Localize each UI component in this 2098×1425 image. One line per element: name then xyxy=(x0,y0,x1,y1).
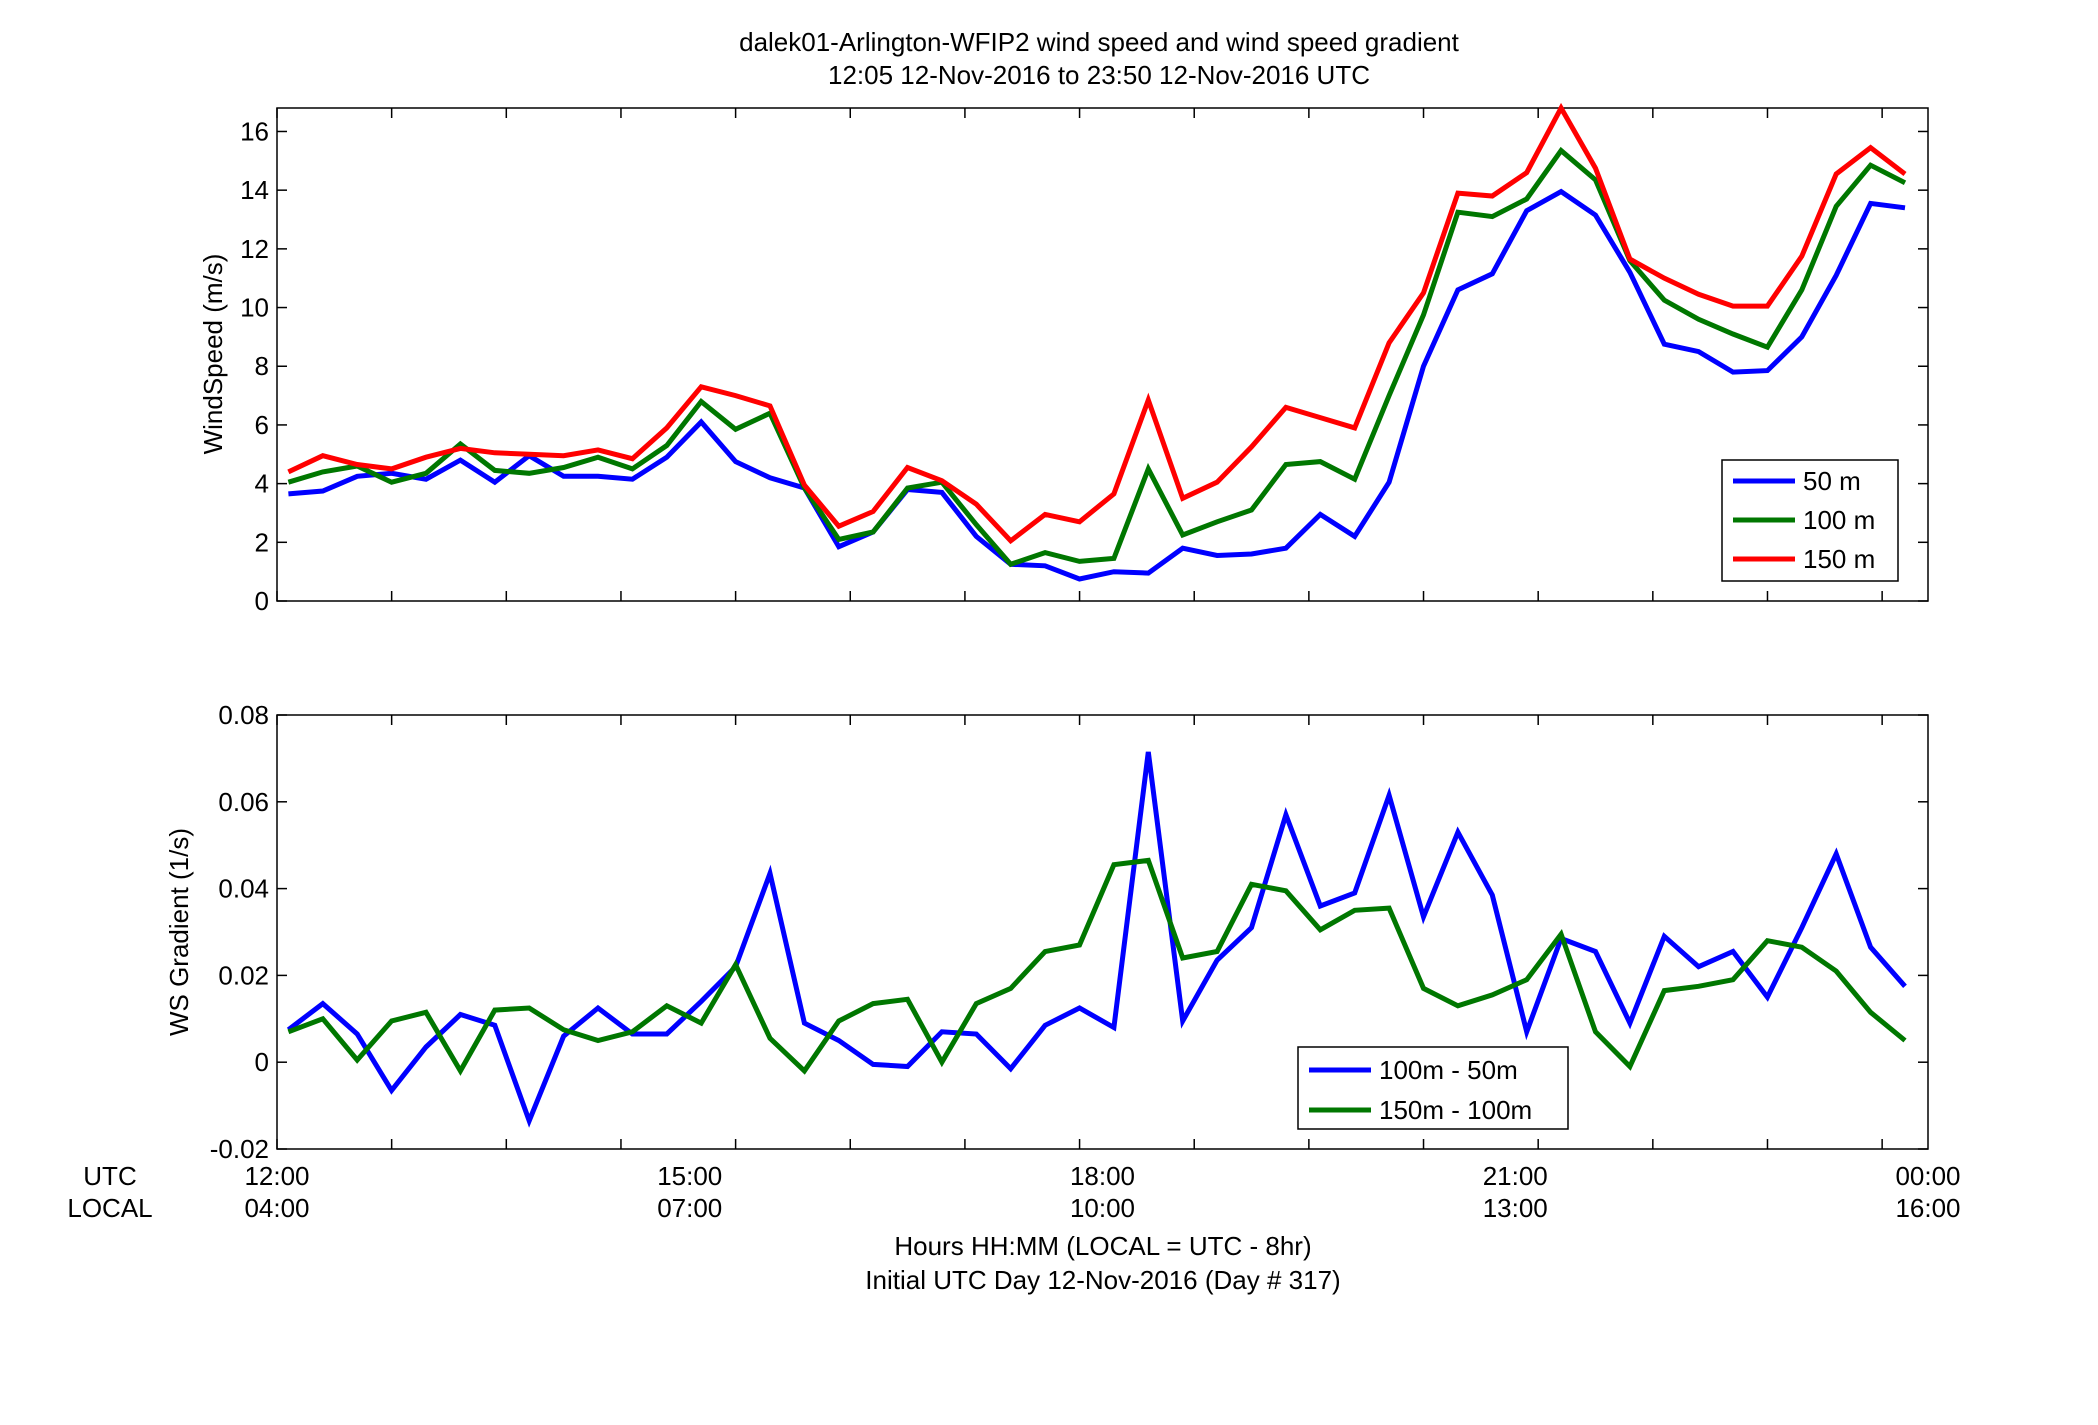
windspeed-ytick-label: 12 xyxy=(240,234,269,264)
gradient-ytick-label: 0.06 xyxy=(218,787,269,817)
windspeed-legend: 50 m 100 m 150 m xyxy=(1721,459,1899,582)
windspeed-y-axis-label: WindSpeed (m/s) xyxy=(198,254,228,455)
legend-label-100m: 100 m xyxy=(1803,505,1875,535)
legend-label-50m: 50 m xyxy=(1803,466,1861,496)
xtick-label-utc: 21:00 xyxy=(1483,1161,1548,1191)
gradient-legend: 100m - 50m 150m - 100m xyxy=(1297,1046,1569,1130)
windspeed-ytick-label: 4 xyxy=(255,469,269,499)
xtick-label-local: 16:00 xyxy=(1895,1193,1960,1223)
gradient-series-line-100m-50m xyxy=(286,751,1907,1128)
row-label-utc: UTC xyxy=(83,1161,136,1191)
windspeed-ytick-label: 8 xyxy=(255,351,269,381)
xtick-label-utc: 15:00 xyxy=(657,1161,722,1191)
gradient-series-line-150m-100m xyxy=(287,857,1907,1076)
xtick-label-local: 10:00 xyxy=(1070,1193,1135,1223)
xtick-label-utc: 12:00 xyxy=(244,1161,309,1191)
gradient-axes-box xyxy=(276,714,1929,1150)
gradient-series xyxy=(286,751,1907,1128)
windspeed-ytick-label: 16 xyxy=(240,116,269,146)
figure-title-line2: 12:05 12-Nov-2016 to 23:50 12-Nov-2016 U… xyxy=(828,60,1370,90)
gradient-ytick-label: 0.02 xyxy=(218,960,269,990)
gradient-y-axis-label: WS Gradient (1/s) xyxy=(164,828,194,1036)
x-axis-label-line1: Hours HH:MM (LOCAL = UTC - 8hr) xyxy=(894,1231,1311,1261)
legend-label-100m-50m: 100m - 50m xyxy=(1379,1055,1518,1085)
x-axis-label-line2: Initial UTC Day 12-Nov-2016 (Day # 317) xyxy=(865,1265,1340,1295)
gradient-ytick-label: 0.04 xyxy=(218,874,269,904)
legend-label-150m: 150 m xyxy=(1803,544,1875,574)
windspeed-ytick-label: 2 xyxy=(255,527,269,557)
windspeed-series-line-150-m xyxy=(287,102,1907,545)
xtick-label-utc: 18:00 xyxy=(1070,1161,1135,1191)
windspeed-series xyxy=(287,102,1907,582)
windspeed-panel: 0 2 4 6 8 10 12 14 16 WindSpeed (m/s) 50 m 100 m… xyxy=(198,102,1929,616)
windspeed-ytick-label: 10 xyxy=(240,293,269,323)
legend-label-150m-100m: 150m - 100m xyxy=(1379,1095,1532,1125)
xtick-label-local: 07:00 xyxy=(657,1193,722,1223)
windspeed-ticks: 0 2 4 6 8 10 12 14 16 xyxy=(240,108,1928,616)
windspeed-axes-box xyxy=(276,107,1929,602)
windspeed-series-line-100-m xyxy=(287,146,1907,568)
gradient-legend-box xyxy=(1297,1046,1569,1130)
windspeed-ytick-label: 6 xyxy=(255,410,269,440)
row-label-local: LOCAL xyxy=(67,1193,152,1223)
gradient-ytick-label: 0.08 xyxy=(218,700,269,730)
xtick-label-local: 04:00 xyxy=(244,1193,309,1223)
figure-title-line1: dalek01-Arlington-WFIP2 wind speed and w… xyxy=(739,27,1460,57)
gradient-ytick-label: 0 xyxy=(255,1047,269,1077)
xtick-label-local: 13:00 xyxy=(1483,1193,1548,1223)
windspeed-series-line-50-m xyxy=(288,188,1906,582)
xtick-label-utc: 00:00 xyxy=(1895,1161,1960,1191)
gradient-ytick-label: -0.02 xyxy=(210,1134,269,1164)
windspeed-ytick-label: 14 xyxy=(240,175,269,205)
windspeed-ytick-label: 0 xyxy=(255,586,269,616)
